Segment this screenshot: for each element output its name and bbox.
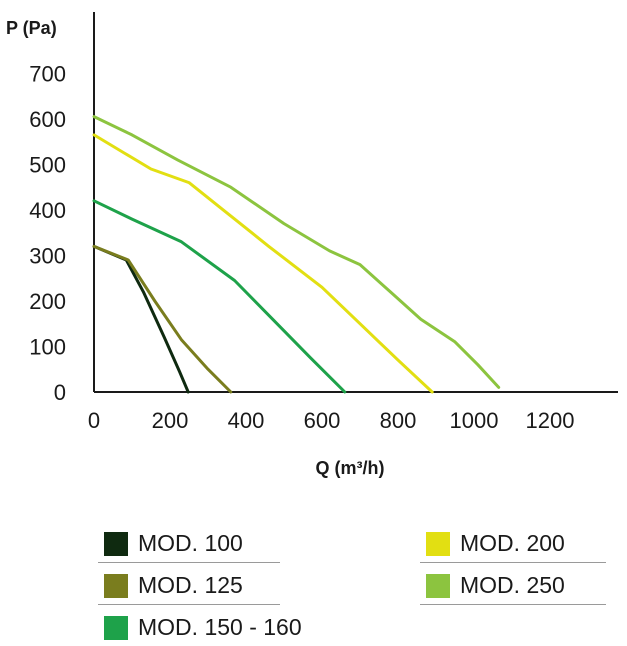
legend-swatch bbox=[426, 532, 450, 556]
x-tick-label: 800 bbox=[380, 408, 417, 433]
legend-divider bbox=[420, 562, 606, 563]
y-tick-label: 700 bbox=[29, 61, 66, 86]
series-line bbox=[92, 244, 233, 394]
y-tick-label: 200 bbox=[29, 289, 66, 314]
y-tick-label: 300 bbox=[29, 243, 66, 268]
axes bbox=[93, 12, 618, 393]
x-tick-labels: 0 200 400 600 800 1000 1200 bbox=[88, 408, 575, 433]
legend-swatch bbox=[104, 574, 128, 598]
legend-divider bbox=[98, 562, 280, 563]
legend-swatch bbox=[104, 616, 128, 640]
series-line bbox=[92, 199, 347, 394]
y-tick-label: 100 bbox=[29, 334, 66, 359]
legend-swatch bbox=[426, 574, 450, 598]
x-tick-label: 1000 bbox=[450, 408, 499, 433]
y-tick-label: 400 bbox=[29, 198, 66, 223]
y-tick-label: 0 bbox=[54, 380, 66, 405]
x-tick-label: 400 bbox=[228, 408, 265, 433]
legend-label: MOD. 125 bbox=[138, 572, 243, 598]
legend-swatch bbox=[104, 532, 128, 556]
series-line bbox=[92, 133, 434, 394]
series-line bbox=[92, 115, 501, 389]
series-lines bbox=[92, 115, 501, 394]
series-line bbox=[92, 244, 190, 394]
x-tick-label: 600 bbox=[304, 408, 341, 433]
legend-label: MOD. 250 bbox=[460, 572, 565, 598]
y-tick-label: 500 bbox=[29, 152, 66, 177]
legend-label: MOD. 150 - 160 bbox=[138, 614, 302, 640]
x-tick-label: 1200 bbox=[526, 408, 575, 433]
y-tick-label: 600 bbox=[29, 107, 66, 132]
legend-label: MOD. 200 bbox=[460, 530, 565, 556]
legend-label: MOD. 100 bbox=[138, 530, 243, 556]
y-axis-title: P (Pa) bbox=[6, 18, 57, 38]
x-tick-label: 0 bbox=[88, 408, 100, 433]
legend-divider bbox=[98, 604, 280, 605]
performance-chart: 0 200 400 600 800 1000 1200 0 100 200 300 400 500 60… bbox=[6, 12, 618, 478]
legend-divider bbox=[420, 604, 606, 605]
x-tick-label: 200 bbox=[152, 408, 189, 433]
y-tick-labels: 0 100 200 300 400 500 600 700 bbox=[29, 61, 66, 405]
x-axis-title: Q (m³/h) bbox=[316, 458, 385, 478]
